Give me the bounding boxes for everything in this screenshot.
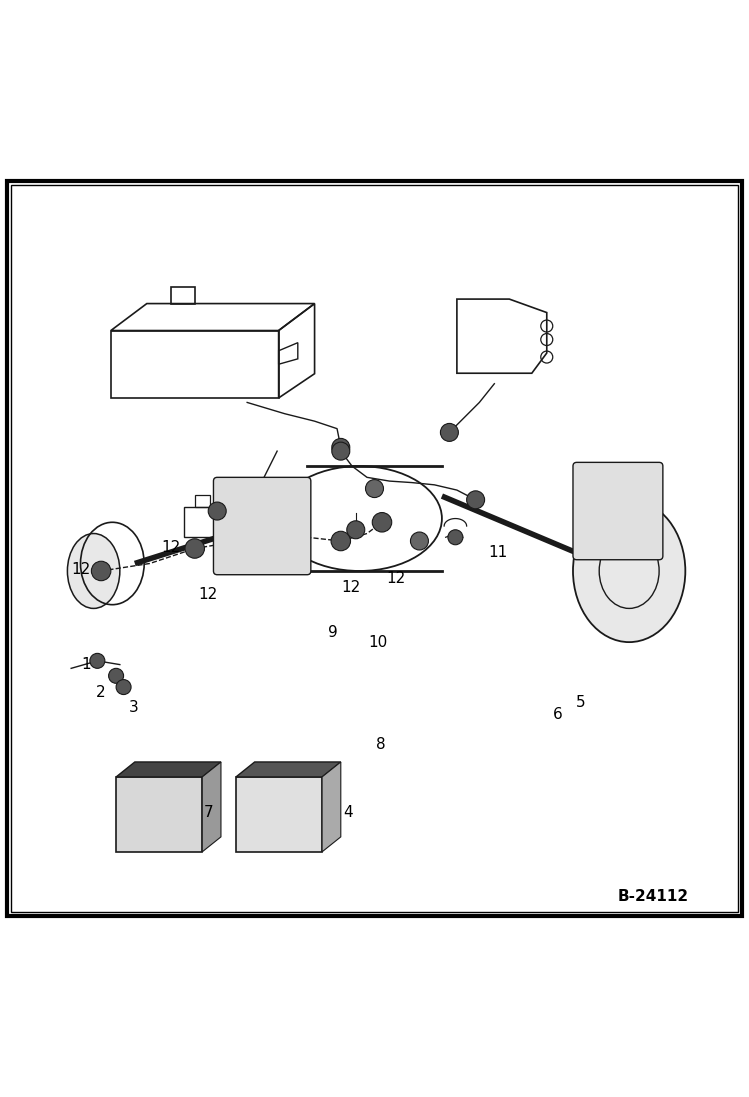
Polygon shape bbox=[322, 762, 341, 852]
Circle shape bbox=[372, 512, 392, 532]
Circle shape bbox=[347, 521, 365, 539]
FancyBboxPatch shape bbox=[116, 777, 202, 852]
Text: 7: 7 bbox=[204, 804, 213, 819]
Text: 4: 4 bbox=[344, 804, 353, 819]
FancyBboxPatch shape bbox=[573, 462, 663, 559]
Circle shape bbox=[332, 439, 350, 456]
FancyBboxPatch shape bbox=[213, 477, 311, 575]
Polygon shape bbox=[116, 762, 221, 777]
Text: B-24112: B-24112 bbox=[618, 890, 689, 904]
Text: 12: 12 bbox=[341, 580, 360, 595]
Polygon shape bbox=[202, 762, 221, 852]
Text: 12: 12 bbox=[161, 540, 181, 554]
Text: 12: 12 bbox=[386, 570, 405, 586]
Circle shape bbox=[440, 423, 458, 441]
Text: 6: 6 bbox=[553, 708, 563, 722]
Text: 2: 2 bbox=[97, 685, 106, 700]
Text: 12: 12 bbox=[71, 562, 91, 577]
Text: 10: 10 bbox=[369, 635, 388, 649]
Ellipse shape bbox=[573, 500, 685, 642]
Circle shape bbox=[109, 668, 124, 683]
Circle shape bbox=[410, 532, 428, 550]
Text: 9: 9 bbox=[328, 625, 339, 640]
FancyBboxPatch shape bbox=[236, 777, 322, 852]
Text: 8: 8 bbox=[376, 737, 385, 753]
Circle shape bbox=[185, 539, 204, 558]
Text: 1: 1 bbox=[82, 657, 91, 672]
Circle shape bbox=[208, 502, 226, 520]
Circle shape bbox=[91, 562, 111, 580]
Circle shape bbox=[331, 531, 351, 551]
Text: 12: 12 bbox=[198, 587, 218, 602]
Circle shape bbox=[448, 530, 463, 545]
Polygon shape bbox=[236, 762, 341, 777]
Text: 11: 11 bbox=[488, 545, 508, 559]
Text: 3: 3 bbox=[128, 700, 139, 715]
Ellipse shape bbox=[67, 533, 120, 609]
Circle shape bbox=[467, 490, 485, 509]
Circle shape bbox=[332, 442, 350, 460]
Circle shape bbox=[366, 479, 383, 498]
Circle shape bbox=[90, 654, 105, 668]
Circle shape bbox=[116, 679, 131, 694]
Text: 5: 5 bbox=[576, 694, 585, 710]
